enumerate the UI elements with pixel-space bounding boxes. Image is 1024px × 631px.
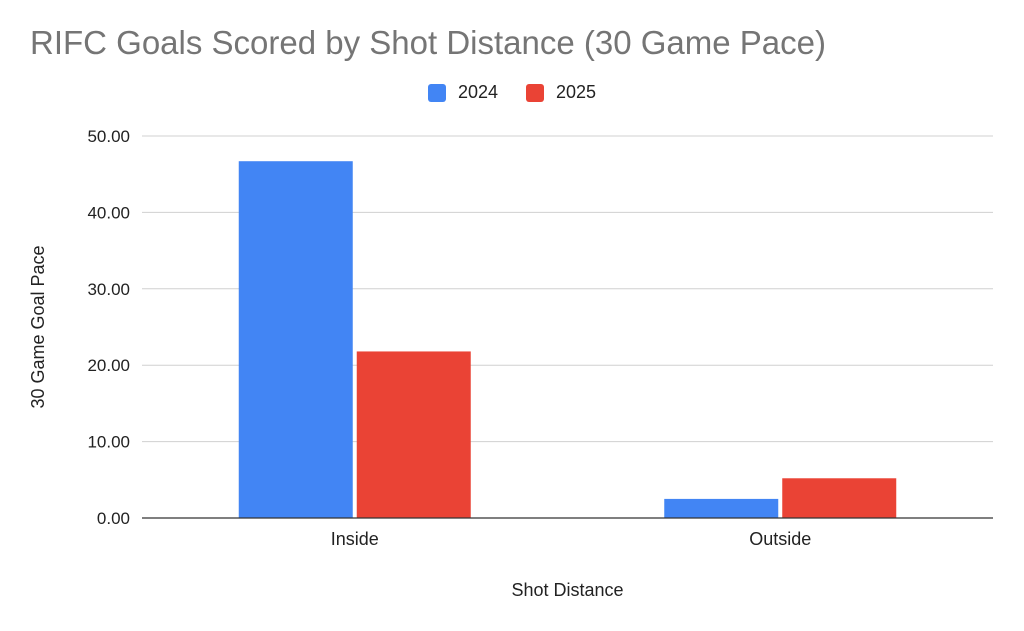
y-axis-label: 30 Game Goal Pace [28, 245, 48, 408]
x-tick-label-outside: Outside [749, 529, 811, 549]
legend-label-2025: 2025 [556, 82, 597, 102]
bar-inside-2025 [356, 351, 471, 518]
x-tick-label-inside: Inside [331, 529, 379, 549]
bar-inside-2024 [238, 161, 353, 518]
legend-swatch-2024 [427, 83, 446, 102]
legend-item-2024: 2024 [427, 82, 498, 103]
legend: 2024 2025 [0, 82, 1024, 103]
legend-item-2025: 2025 [526, 82, 596, 103]
bar-outside-2024 [664, 498, 779, 518]
y-tick-label: 10.00 [87, 433, 130, 452]
y-tick-label: 30.00 [87, 280, 130, 299]
legend-swatch-2025 [526, 83, 544, 102]
y-tick-labels: 0.00 10.00 20.00 30.00 40.00 50.00 [87, 127, 130, 528]
chart-title: RIFC Goals Scored by Shot Distance (30 G… [30, 24, 826, 61]
y-tick-label: 0.00 [97, 509, 130, 528]
x-tick-labels: Inside Outside [331, 529, 812, 549]
bar-outside-2025 [782, 478, 897, 518]
x-axis-label: Shot Distance [511, 580, 623, 600]
bars [238, 161, 897, 518]
y-tick-label: 40.00 [87, 203, 130, 222]
y-tick-label: 50.00 [87, 127, 130, 146]
legend-label-2024: 2024 [457, 82, 498, 102]
y-tick-label: 20.00 [87, 356, 130, 375]
